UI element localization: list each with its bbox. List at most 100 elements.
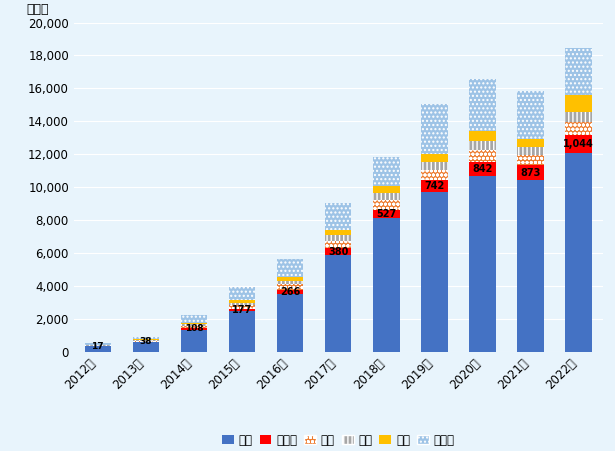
Bar [181, 330, 207, 352]
Bar [229, 305, 255, 308]
Bar [517, 147, 544, 155]
Bar [229, 303, 255, 305]
Bar [517, 147, 544, 155]
Bar [277, 281, 303, 284]
Text: 742: 742 [424, 181, 445, 191]
Bar [421, 192, 448, 352]
Bar [229, 308, 255, 312]
Bar [517, 180, 544, 352]
Bar [133, 336, 159, 340]
Bar [373, 210, 400, 218]
Bar [277, 277, 303, 281]
Bar [517, 166, 544, 180]
Bar [133, 341, 159, 342]
Bar [277, 284, 303, 290]
Bar [565, 95, 592, 112]
Bar [85, 346, 111, 352]
Text: （人）: （人） [26, 3, 49, 16]
Bar [181, 322, 207, 324]
Bar [277, 259, 303, 277]
Bar [133, 340, 159, 341]
Bar [373, 200, 400, 210]
Bar [181, 324, 207, 326]
Bar [373, 218, 400, 352]
Bar [469, 79, 496, 131]
Bar [181, 315, 207, 322]
Bar [421, 104, 448, 154]
Bar [325, 203, 352, 230]
Bar [181, 315, 207, 322]
Bar [517, 91, 544, 138]
Bar [421, 154, 448, 162]
Bar [469, 79, 496, 131]
Bar [469, 150, 496, 162]
Bar [181, 326, 207, 328]
Bar [325, 240, 352, 249]
Bar [421, 104, 448, 154]
Text: 1,044: 1,044 [563, 139, 594, 149]
Bar [133, 340, 159, 341]
Bar [325, 203, 352, 230]
Bar [325, 235, 352, 240]
Bar [229, 312, 255, 352]
Bar [373, 193, 400, 200]
Bar [181, 326, 207, 328]
Text: 38: 38 [140, 337, 152, 346]
Bar [421, 170, 448, 180]
Bar [85, 343, 111, 345]
Bar [229, 303, 255, 305]
Bar [325, 249, 352, 255]
Bar [277, 284, 303, 290]
Bar [565, 122, 592, 135]
Bar [277, 294, 303, 352]
Bar [325, 235, 352, 240]
Bar [373, 186, 400, 193]
Bar [277, 259, 303, 277]
Bar [325, 240, 352, 249]
Bar [373, 193, 400, 200]
Bar [517, 138, 544, 147]
Bar [565, 112, 592, 122]
Bar [469, 175, 496, 352]
Bar [469, 131, 496, 141]
Text: 177: 177 [232, 305, 252, 315]
Text: 108: 108 [184, 324, 204, 333]
Bar [565, 135, 592, 152]
Bar [469, 150, 496, 162]
Text: 17: 17 [92, 342, 104, 351]
Legend: 中国, インド, 韓国, 米国, 台湾, その他: 中国, インド, 韓国, 米国, 台湾, その他 [217, 429, 459, 451]
Bar [133, 342, 159, 352]
Bar [421, 170, 448, 180]
Bar [421, 162, 448, 170]
Bar [469, 162, 496, 175]
Bar [469, 141, 496, 150]
Bar [565, 122, 592, 135]
Bar [325, 230, 352, 235]
Bar [565, 48, 592, 95]
Text: 527: 527 [376, 209, 397, 219]
Bar [229, 300, 255, 303]
Text: 873: 873 [520, 168, 541, 178]
Bar [565, 112, 592, 122]
Bar [469, 141, 496, 150]
Bar [517, 91, 544, 138]
Bar [373, 157, 400, 186]
Bar [229, 287, 255, 300]
Bar [229, 305, 255, 308]
Bar [565, 152, 592, 352]
Bar [133, 336, 159, 340]
Text: 380: 380 [328, 247, 349, 257]
Bar [229, 287, 255, 300]
Bar [373, 157, 400, 186]
Bar [325, 255, 352, 352]
Bar [421, 180, 448, 192]
Bar [85, 343, 111, 345]
Bar [517, 155, 544, 166]
Bar [517, 155, 544, 166]
Bar [277, 281, 303, 284]
Bar [181, 324, 207, 326]
Bar [277, 290, 303, 294]
Bar [373, 200, 400, 210]
Bar [421, 162, 448, 170]
Bar [181, 328, 207, 330]
